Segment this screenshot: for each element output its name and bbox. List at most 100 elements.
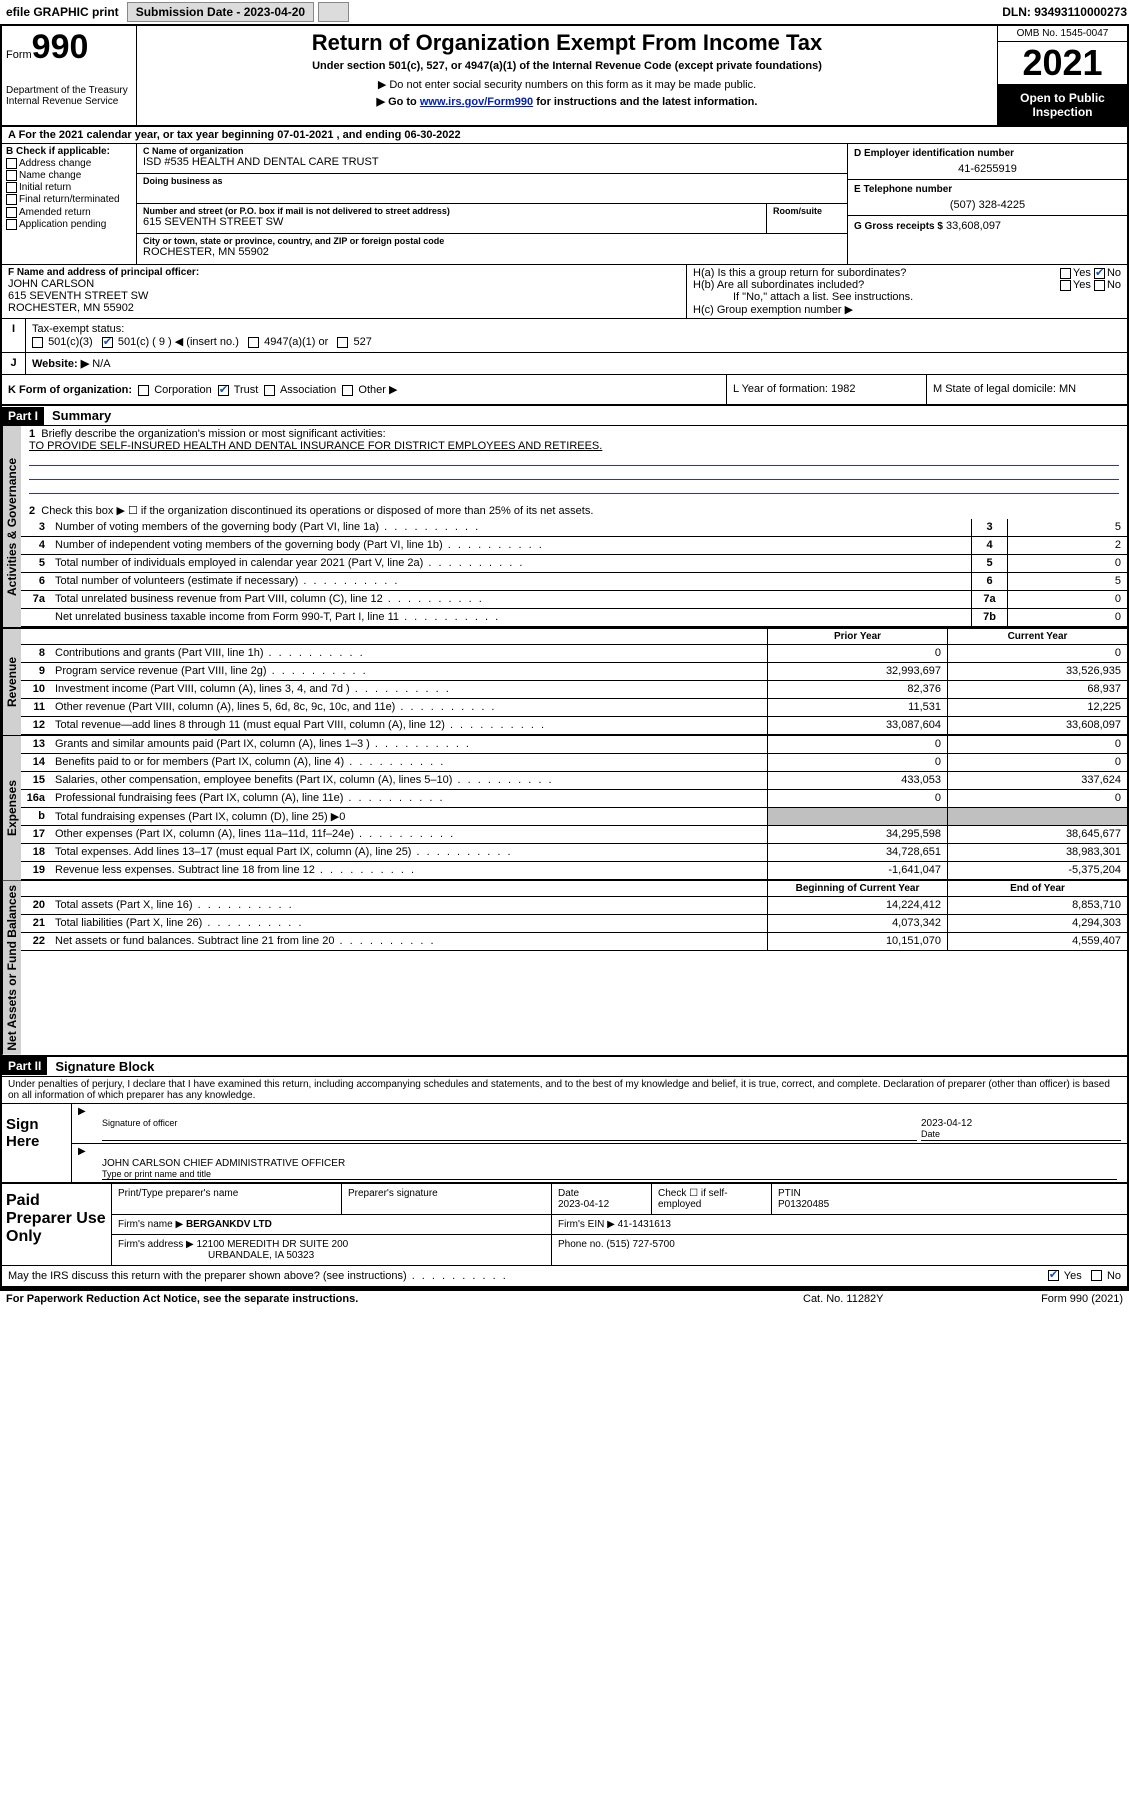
col-d-right: D Employer identification number 41-6255…	[847, 144, 1127, 264]
chk-other[interactable]	[342, 385, 353, 396]
part1-title: Summary	[44, 406, 119, 425]
officer-name: JOHN CARLSON CHIEF ADMINISTRATIVE OFFICE…	[102, 1158, 1117, 1169]
note-link: ▶ Go to www.irs.gov/Form990 for instruct…	[141, 95, 993, 108]
irs: Internal Revenue Service	[6, 96, 132, 107]
chk-discuss-yes[interactable]	[1048, 1270, 1059, 1281]
kform-row: K Form of organization: Corporation Trus…	[2, 375, 1127, 406]
chk-final-return[interactable]	[6, 194, 17, 205]
line-item: 21Total liabilities (Part X, line 26)4,0…	[21, 915, 1127, 933]
ptin: P01320485	[778, 1199, 829, 1210]
addr-label: Number and street (or P.O. box if mail i…	[143, 206, 760, 216]
chk-501c3[interactable]	[32, 337, 43, 348]
chk-application-pending[interactable]	[6, 219, 17, 230]
irs-link[interactable]: www.irs.gov/Form990	[420, 96, 533, 108]
omb: OMB No. 1545-0047	[998, 26, 1127, 42]
chk-527[interactable]	[337, 337, 348, 348]
part1-header: Part I Summary	[2, 406, 1127, 426]
footer: For Paperwork Reduction Act Notice, see …	[0, 1290, 1129, 1307]
firm-phone: (515) 727-5700	[606, 1239, 674, 1250]
firm-name: BERGANKDV LTD	[186, 1219, 272, 1230]
firm-addr2: URBANDALE, IA 50323	[118, 1250, 314, 1261]
col-b-checkboxes: B Check if applicable: Address change Na…	[2, 144, 137, 264]
firm-ein: 41-1431613	[618, 1219, 671, 1230]
chk-discuss-no[interactable]	[1091, 1270, 1102, 1281]
sign-here-row: Sign Here ▶ Signature of officer 2023-04…	[2, 1103, 1127, 1182]
chk-hb-yes[interactable]	[1060, 280, 1071, 291]
paid-preparer-label: Paid Preparer Use Only	[2, 1184, 112, 1265]
activities-governance: Activities & Governance 1 Briefly descri…	[2, 426, 1127, 628]
form-subtitle: Under section 501(c), 527, or 4947(a)(1)…	[141, 60, 993, 72]
prep-name-hdr: Print/Type preparer's name	[112, 1184, 342, 1214]
col-h: H(a) Is this a group return for subordin…	[687, 265, 1127, 318]
mission-block: 1 Briefly describe the organization's mi…	[21, 426, 1127, 496]
line-item: 17Other expenses (Part IX, column (A), l…	[21, 826, 1127, 844]
principal-addr1: 615 SEVENTH STREET SW	[8, 290, 680, 302]
topbar: efile GRAPHIC print Submission Date - 20…	[0, 0, 1129, 24]
dba-label: Doing business as	[143, 176, 841, 186]
website-row: J Website: ▶ N/A	[2, 353, 1127, 375]
part2-label: Part II	[2, 1057, 47, 1075]
city: ROCHESTER, MN 55902	[143, 246, 841, 258]
chk-ha-yes[interactable]	[1060, 268, 1071, 279]
chk-corporation[interactable]	[138, 385, 149, 396]
line-item: 9Program service revenue (Part VIII, lin…	[21, 663, 1127, 681]
room-suite-label: Room/suite	[767, 204, 847, 233]
line-item: 13Grants and similar amounts paid (Part …	[21, 736, 1127, 754]
status-cell: Tax-exempt status: 501(c)(3) 501(c) ( 9 …	[26, 319, 1127, 352]
part1-label: Part I	[2, 407, 44, 425]
line-item: 19Revenue less expenses. Subtract line 1…	[21, 862, 1127, 880]
hdr-begin: Beginning of Current Year	[767, 881, 947, 896]
chk-4947[interactable]	[248, 337, 259, 348]
prep-date: 2023-04-12	[558, 1199, 609, 1210]
blank-button[interactable]	[318, 2, 349, 22]
paid-preparer-row: Paid Preparer Use Only Print/Type prepar…	[2, 1182, 1127, 1265]
mission-text: TO PROVIDE SELF-INSURED HEALTH AND DENTA…	[29, 440, 602, 452]
line-item: 16aProfessional fundraising fees (Part I…	[21, 790, 1127, 808]
line-item: 18Total expenses. Add lines 13–17 (must …	[21, 844, 1127, 862]
line-item: 5Total number of individuals employed in…	[21, 555, 1127, 573]
hdr-end: End of Year	[947, 881, 1127, 896]
principal-row: F Name and address of principal officer:…	[2, 265, 1127, 319]
col-c-org-info: C Name of organization ISD #535 HEALTH A…	[137, 144, 847, 264]
row-a-tax-year: A For the 2021 calendar year, or tax yea…	[2, 127, 1127, 144]
line-item: bTotal fundraising expenses (Part IX, co…	[21, 808, 1127, 826]
self-employed: Check ☐ if self-employed	[652, 1184, 772, 1214]
chk-hb-no[interactable]	[1094, 280, 1105, 291]
line-item: 10Investment income (Part VIII, column (…	[21, 681, 1127, 699]
website: N/A	[92, 358, 110, 370]
line-item: 22Net assets or fund balances. Subtract …	[21, 933, 1127, 951]
side-activities: Activities & Governance	[2, 426, 21, 627]
chk-trust[interactable]	[218, 385, 229, 396]
chk-association[interactable]	[264, 385, 275, 396]
chk-501c[interactable]	[102, 337, 113, 348]
chk-amended-return[interactable]	[6, 207, 17, 218]
discuss-row: May the IRS discuss this return with the…	[2, 1265, 1127, 1288]
sig-date: 2023-04-12	[921, 1118, 972, 1129]
chk-name-change[interactable]	[6, 170, 17, 181]
hdr-prior: Prior Year	[767, 629, 947, 644]
line-item: 3Number of voting members of the governi…	[21, 519, 1127, 537]
phone-label: E Telephone number	[854, 184, 1121, 195]
phone: (507) 328-4225	[854, 195, 1121, 211]
line-item: 12Total revenue—add lines 8 through 11 (…	[21, 717, 1127, 735]
addr: 615 SEVENTH STREET SW	[143, 216, 760, 228]
line-item: 15Salaries, other compensation, employee…	[21, 772, 1127, 790]
chk-address-change[interactable]	[6, 158, 17, 169]
line-item: 4Number of independent voting members of…	[21, 537, 1127, 555]
line-item: 6Total number of volunteers (estimate if…	[21, 573, 1127, 591]
form-of-org: K Form of organization: Corporation Trus…	[2, 375, 727, 404]
line-item: 8Contributions and grants (Part VIII, li…	[21, 645, 1127, 663]
line-item: 20Total assets (Part X, line 16)14,224,4…	[21, 897, 1127, 915]
i-label: I	[2, 319, 26, 352]
form-990: Form990 Department of the Treasury Inter…	[0, 24, 1129, 1290]
chk-initial-return[interactable]	[6, 182, 17, 193]
gross-receipts: 33,608,097	[946, 220, 1001, 232]
side-net-assets: Net Assets or Fund Balances	[2, 881, 21, 1055]
side-expenses: Expenses	[2, 736, 21, 880]
chk-ha-no[interactable]	[1094, 268, 1105, 279]
state-domicile: M State of legal domicile: MN	[927, 375, 1127, 404]
sign-here: Sign Here	[2, 1104, 72, 1182]
note-ssn: ▶ Do not enter social security numbers o…	[141, 78, 993, 91]
submission-date-button[interactable]: Submission Date - 2023-04-20	[127, 2, 314, 22]
part2-title: Signature Block	[47, 1057, 162, 1076]
